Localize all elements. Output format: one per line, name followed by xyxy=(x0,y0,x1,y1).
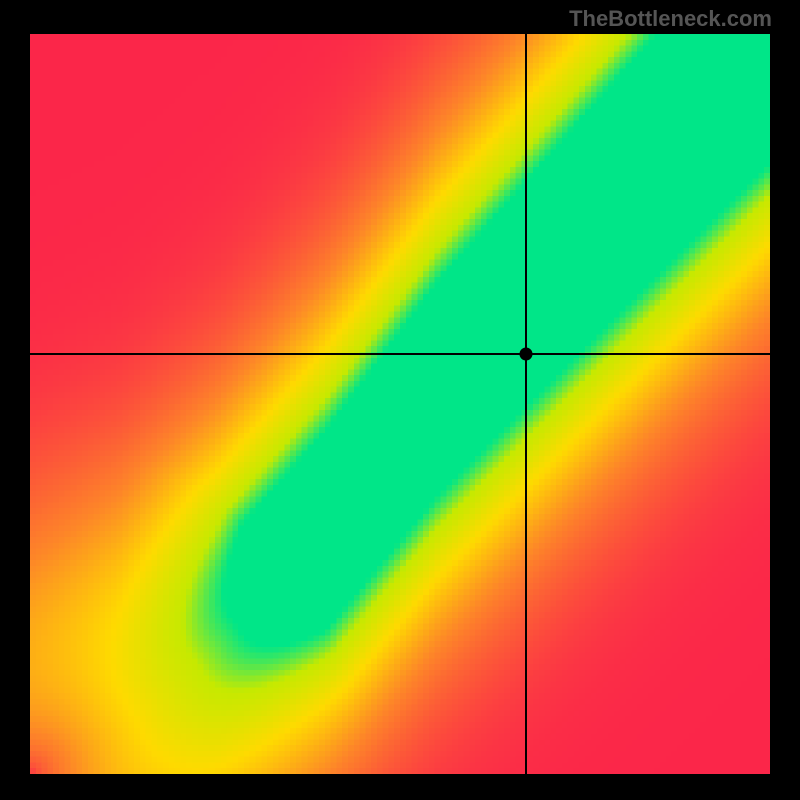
heatmap-canvas xyxy=(30,34,770,774)
chart-container: TheBottleneck.com xyxy=(0,0,800,800)
plot-area xyxy=(30,34,770,774)
watermark-text: TheBottleneck.com xyxy=(569,6,772,32)
data-point-marker xyxy=(519,347,532,360)
crosshair-vertical xyxy=(525,34,527,774)
crosshair-horizontal xyxy=(30,353,770,355)
